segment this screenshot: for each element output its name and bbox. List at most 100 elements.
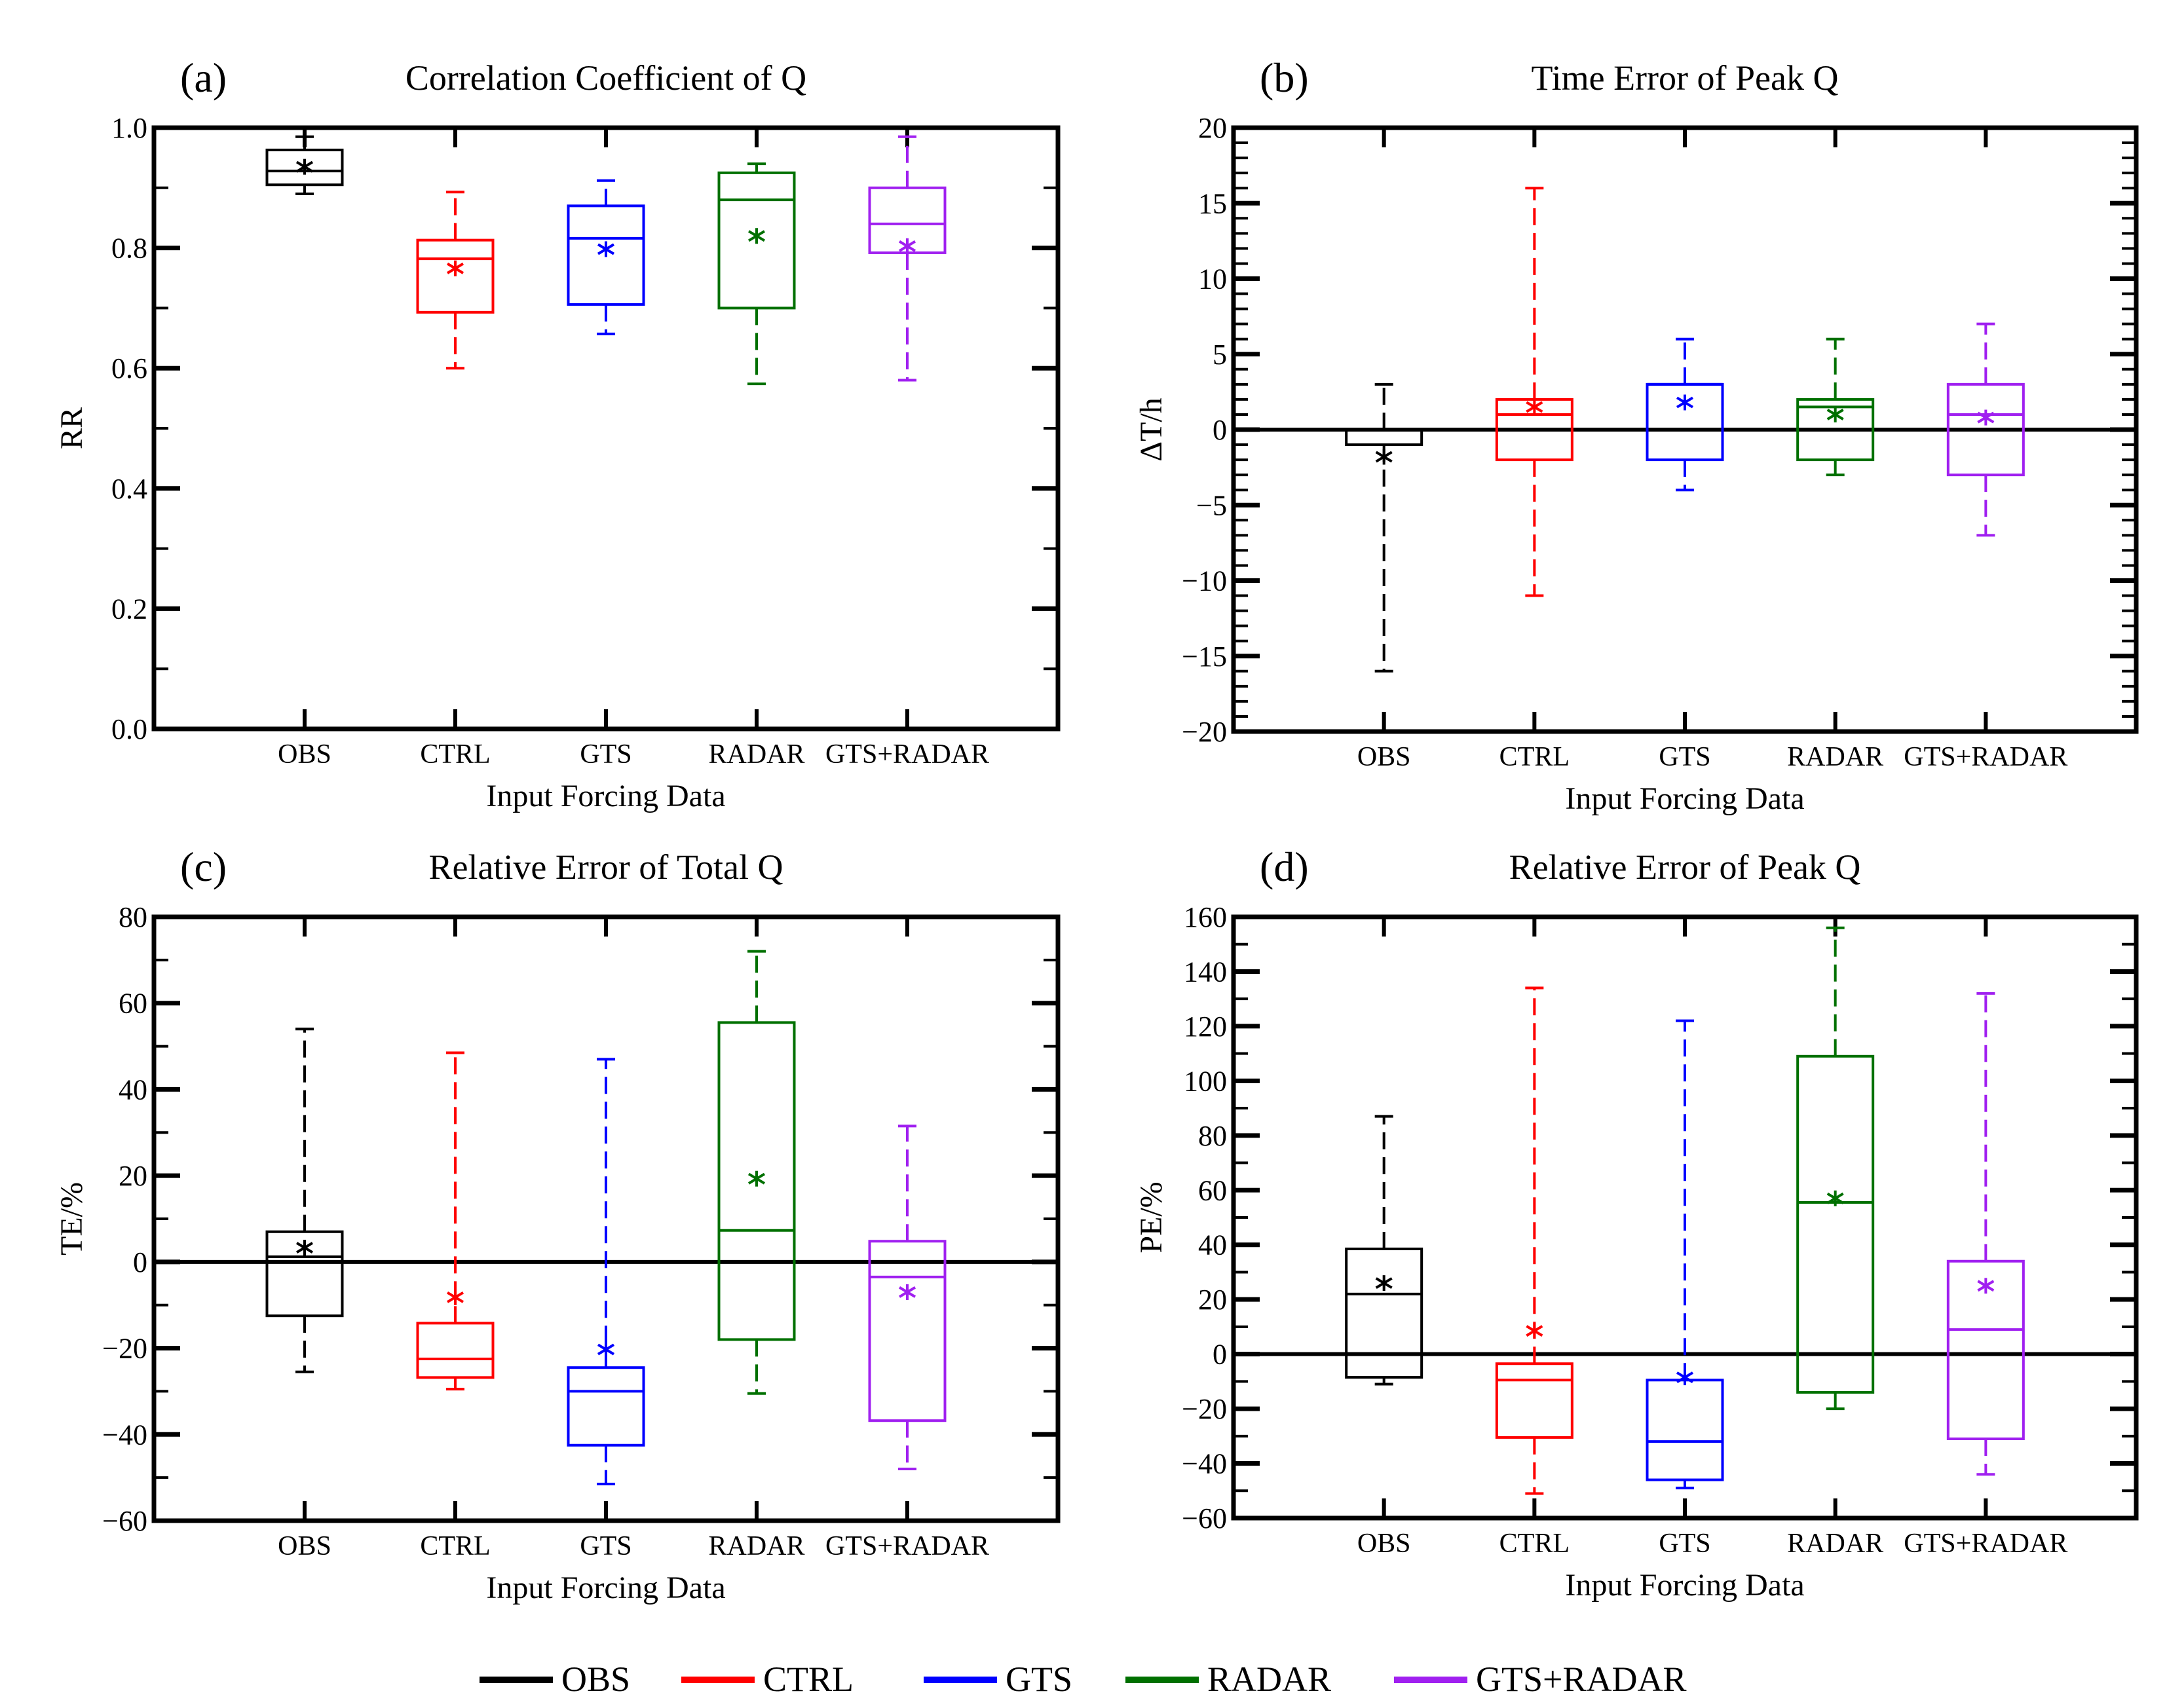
iqr-box bbox=[1646, 1379, 1724, 1481]
y-tick-label: 0.4 bbox=[111, 473, 147, 505]
legend-label: OBS bbox=[561, 1660, 630, 1699]
iqr-box bbox=[567, 204, 645, 306]
mean-marker bbox=[446, 1289, 464, 1305]
y-tick-label: 0.6 bbox=[111, 352, 147, 384]
plot-frame bbox=[151, 914, 1061, 1523]
box-radar bbox=[1796, 337, 1875, 477]
mean-marker-stroke bbox=[1977, 411, 1995, 424]
box-gts-radar bbox=[1946, 992, 2025, 1476]
mean-marker bbox=[597, 241, 615, 257]
x-tick-label: OBS bbox=[278, 739, 331, 770]
legend-item: OBS bbox=[480, 1660, 630, 1699]
mean-marker bbox=[898, 238, 916, 254]
y-tick-label: 160 bbox=[1184, 901, 1227, 933]
y-tick-label: 10 bbox=[1198, 263, 1227, 295]
mean-marker-stroke bbox=[295, 1242, 314, 1254]
x-tick-label: GTS+RADAR bbox=[825, 1531, 989, 1561]
mean-marker-stroke bbox=[898, 240, 916, 252]
box-gts bbox=[1646, 1019, 1724, 1490]
iqr-box bbox=[265, 1230, 344, 1318]
mean-marker-stroke bbox=[747, 1172, 766, 1185]
box-obs bbox=[1345, 1115, 1423, 1386]
x-tick-label: OBS bbox=[278, 1531, 331, 1561]
y-tick-label: −15 bbox=[1182, 640, 1227, 673]
x-tick-label: GTS bbox=[580, 739, 631, 770]
box-radar bbox=[1796, 926, 1875, 1411]
box-obs bbox=[265, 1028, 344, 1373]
iqr-box bbox=[717, 171, 796, 310]
panel-b: (b) Time Error of Peak Q −20 −15 −10 −5 0 5 10 15… bbox=[1134, 54, 2139, 816]
plot-frame bbox=[1231, 914, 2139, 1521]
x-tick-label: CTRL bbox=[1499, 1529, 1570, 1559]
x-axis-label: Input Forcing Data bbox=[1565, 781, 1804, 816]
iqr-box bbox=[567, 1366, 645, 1447]
plot-frame bbox=[1231, 125, 2139, 734]
mean-marker bbox=[295, 1240, 314, 1256]
mean-marker bbox=[1676, 394, 1694, 411]
box-gts bbox=[567, 1058, 645, 1486]
legend-label: GTS bbox=[1006, 1660, 1072, 1699]
box-obs bbox=[1345, 382, 1423, 673]
y-tick-label: 80 bbox=[119, 901, 147, 933]
y-tick-label: −60 bbox=[1182, 1502, 1227, 1534]
iqr-box bbox=[416, 1322, 495, 1379]
x-tick-label: CTRL bbox=[420, 739, 490, 770]
x-tick-label: OBS bbox=[1357, 1529, 1411, 1559]
chart-title: Correlation Coefficient of Q bbox=[405, 58, 806, 98]
mean-marker-stroke bbox=[898, 1286, 916, 1298]
mean-marker-stroke bbox=[1676, 1371, 1694, 1384]
y-tick-label: −20 bbox=[102, 1333, 147, 1365]
iqr-box bbox=[1345, 428, 1423, 447]
y-tick-label: 0 bbox=[1213, 414, 1227, 446]
y-tick-label: −60 bbox=[102, 1505, 147, 1537]
chart-title: Relative Error of Total Q bbox=[428, 847, 783, 887]
box-gts-radar bbox=[868, 1124, 947, 1470]
box-ctrl bbox=[1495, 187, 1573, 597]
mean-marker-stroke bbox=[446, 1291, 464, 1303]
x-tick-label: GTS+RADAR bbox=[825, 739, 989, 770]
y-tick-label: 0.0 bbox=[111, 713, 147, 745]
y-tick-label: 20 bbox=[1198, 112, 1227, 144]
panel-label: (d) bbox=[1260, 844, 1309, 890]
x-tick-label: RADAR bbox=[1787, 742, 1883, 772]
iqr-box bbox=[1946, 1259, 2025, 1440]
mean-marker bbox=[747, 228, 766, 244]
box-gts-radar bbox=[1946, 322, 2025, 537]
mean-marker bbox=[1526, 1323, 1543, 1339]
y-tick-label: 0 bbox=[133, 1246, 147, 1278]
y-tick-label: −20 bbox=[1182, 716, 1227, 748]
panel-label: (b) bbox=[1260, 54, 1309, 101]
mean-marker bbox=[597, 1341, 615, 1358]
y-tick-label: 20 bbox=[1198, 1284, 1227, 1316]
y-tick-label: 40 bbox=[1198, 1229, 1227, 1261]
box-gts-radar bbox=[868, 135, 947, 382]
box-gts bbox=[1646, 337, 1724, 492]
mean-marker-stroke bbox=[1676, 396, 1694, 409]
y-tick-label: −20 bbox=[1182, 1393, 1227, 1425]
y-tick-label: 40 bbox=[119, 1073, 147, 1105]
panel-c: (c) Relative Error of Total Q −60 −40 −20 0 20… bbox=[54, 844, 1061, 1605]
x-axis-label: Input Forcing Data bbox=[1565, 1568, 1804, 1603]
mean-marker bbox=[1375, 449, 1393, 465]
mean-marker-stroke bbox=[1375, 451, 1393, 463]
x-tick-label: CTRL bbox=[1499, 742, 1570, 772]
x-tick-label: RADAR bbox=[1787, 1529, 1883, 1559]
box-ctrl bbox=[416, 191, 495, 370]
y-tick-label: −40 bbox=[102, 1419, 147, 1451]
box-radar bbox=[717, 162, 796, 386]
iqr-box bbox=[1345, 1247, 1423, 1379]
panel-label: (c) bbox=[180, 844, 227, 890]
x-tick-label: CTRL bbox=[420, 1531, 490, 1561]
iqr-box bbox=[868, 1240, 947, 1422]
iqr-box bbox=[1946, 382, 2025, 477]
y-tick-label: 0.8 bbox=[111, 232, 147, 265]
mean-marker-stroke bbox=[295, 160, 314, 173]
y-tick-label: 20 bbox=[119, 1160, 147, 1192]
panel-a: (a) Correlation Coefficient of Q 0.0 0.2 0.4… bbox=[54, 54, 1061, 813]
y-tick-label: 0 bbox=[1213, 1339, 1227, 1371]
chart-title: Time Error of Peak Q bbox=[1532, 58, 1839, 98]
x-tick-label: GTS bbox=[1659, 1529, 1710, 1559]
mean-marker bbox=[1826, 406, 1844, 422]
y-tick-label: −40 bbox=[1182, 1448, 1227, 1480]
